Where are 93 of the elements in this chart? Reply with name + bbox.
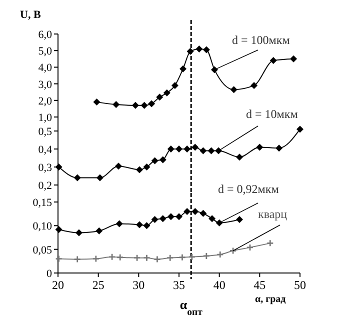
point	[208, 147, 215, 154]
point	[167, 146, 174, 152]
y-tick-label: 4,0	[38, 62, 52, 74]
point	[230, 86, 238, 94]
point	[151, 216, 158, 224]
x-tick-label: 40	[213, 278, 226, 292]
point	[236, 216, 243, 224]
point	[143, 222, 150, 230]
y-tick-label: 0,10	[32, 220, 52, 233]
point	[96, 174, 104, 182]
point	[116, 220, 123, 228]
series-label: кварц	[258, 207, 288, 221]
point	[192, 208, 199, 215]
point	[151, 157, 158, 164]
y-tick-label: 0	[46, 268, 52, 280]
point	[215, 147, 222, 154]
y-tick-label: 0,4	[38, 144, 52, 156]
x-tick-label: 45	[254, 278, 266, 292]
point	[184, 146, 191, 152]
point	[200, 210, 207, 217]
x-axis-title: α, град	[255, 294, 286, 305]
point	[55, 226, 62, 233]
y-tick-label: 6,0	[38, 29, 52, 41]
point	[208, 215, 216, 222]
point	[180, 65, 187, 72]
y-tick-label: 0,5	[38, 126, 52, 138]
point	[148, 100, 156, 108]
point	[176, 146, 182, 152]
point	[178, 254, 186, 262]
point	[132, 102, 139, 109]
point	[74, 256, 82, 263]
point	[159, 215, 166, 222]
point	[296, 126, 304, 133]
point	[136, 221, 143, 228]
point	[136, 166, 143, 174]
point	[202, 252, 210, 260]
point	[112, 101, 120, 108]
point	[143, 164, 150, 170]
point	[133, 254, 141, 262]
point	[184, 208, 191, 215]
point	[216, 219, 223, 226]
x-tick-label: 50	[294, 278, 306, 292]
y-tick-label: 0,3	[38, 162, 52, 174]
point	[216, 250, 224, 258]
y-tick-label: 2,0	[38, 95, 52, 108]
point	[202, 46, 210, 54]
point	[96, 227, 103, 234]
point	[192, 144, 199, 151]
point	[92, 255, 100, 262]
point	[176, 213, 182, 220]
point	[159, 156, 166, 164]
point	[154, 256, 161, 263]
point	[236, 154, 243, 161]
point	[156, 94, 164, 101]
point	[140, 102, 148, 109]
x-tick-label: 25	[92, 278, 104, 292]
x-tick-label: 20	[52, 278, 64, 292]
point	[93, 98, 100, 106]
y-tick-label: 1,0	[38, 112, 52, 124]
point	[256, 144, 264, 151]
series-label: d = 0,92мкм	[218, 182, 280, 196]
series-label: d = 10мкм	[246, 107, 298, 121]
point	[246, 244, 254, 252]
point	[163, 89, 170, 96]
y-axis-title: U, В	[20, 9, 42, 21]
x-tick-label: 35	[173, 278, 185, 292]
y-tick-label: 5,0	[38, 46, 52, 58]
point	[290, 55, 298, 62]
point	[75, 229, 82, 236]
series-label: d = 100мкм	[232, 33, 290, 47]
y-tick-label: 0,2	[38, 180, 52, 192]
point	[188, 253, 196, 261]
y-tick-label: 0,05	[32, 244, 52, 256]
point	[166, 254, 174, 262]
point	[116, 254, 124, 262]
point	[108, 253, 116, 261]
point	[270, 57, 277, 64]
point	[115, 162, 122, 170]
point	[200, 147, 207, 154]
point	[74, 174, 81, 182]
point	[196, 45, 203, 52]
point	[250, 82, 258, 89]
point	[171, 82, 178, 89]
y-tick-label: 3,0	[38, 78, 52, 91]
point	[167, 213, 174, 220]
x-tick-label: 30	[132, 278, 145, 292]
point	[186, 48, 194, 55]
point	[276, 144, 283, 152]
point	[210, 66, 218, 74]
point	[143, 254, 150, 262]
ref-line-label: α$_{опт}$	[180, 297, 203, 318]
y-tick-label: 0,15	[32, 197, 52, 209]
point	[229, 247, 237, 254]
